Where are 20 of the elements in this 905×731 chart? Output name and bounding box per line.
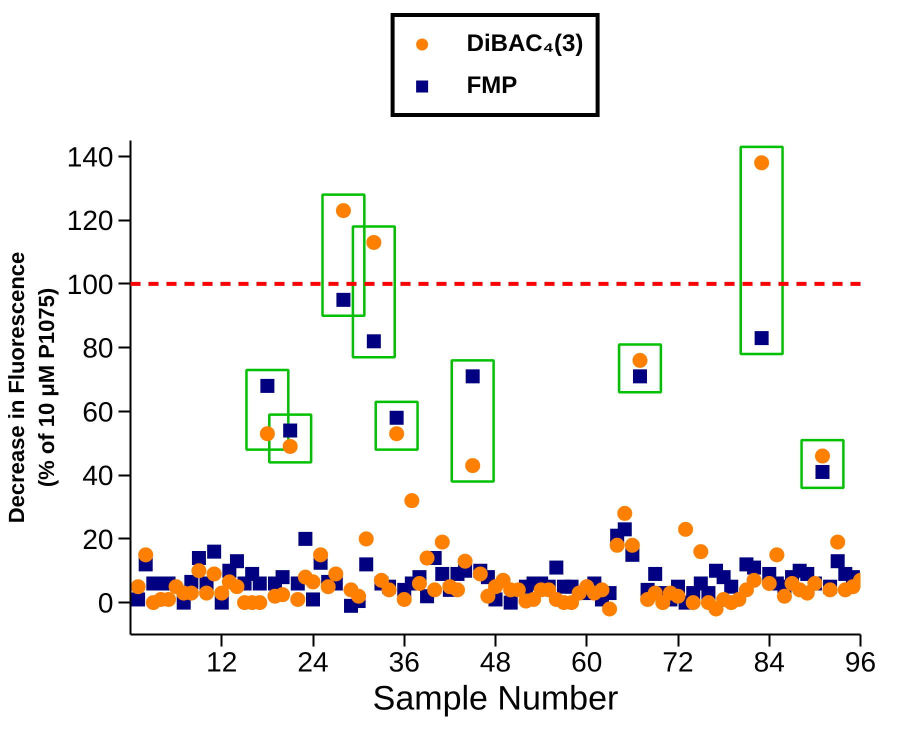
x-tick-label: 96 xyxy=(844,646,876,678)
x-tick-label: 72 xyxy=(662,646,694,678)
y-tick-label: 120 xyxy=(66,205,114,236)
legend-label: FMP xyxy=(466,72,518,100)
y-tick-label: 40 xyxy=(82,460,114,492)
legend-label: DiBAC₄(3) xyxy=(466,30,584,58)
y-tick-label: 80 xyxy=(82,332,114,364)
x-tick-label: 12 xyxy=(206,646,238,678)
y-tick-label: 20 xyxy=(82,524,114,555)
x-tick-label: 84 xyxy=(754,646,785,678)
y-tick-label: 100 xyxy=(66,268,114,300)
x-tick-label: 48 xyxy=(480,646,512,678)
x-axis-title: Sample Number xyxy=(372,680,618,718)
y-axis-title: Decrease in Fluorescence (% of 10 μM P1075) xyxy=(4,252,59,524)
x-tick-label: 60 xyxy=(571,646,602,678)
x-tick-label: 36 xyxy=(388,646,420,678)
y-tick-label: 60 xyxy=(82,396,114,428)
y-tick-label: 0 xyxy=(98,588,114,619)
x-tick-label: 24 xyxy=(297,646,329,678)
y-tick-label: 140 xyxy=(66,141,114,172)
